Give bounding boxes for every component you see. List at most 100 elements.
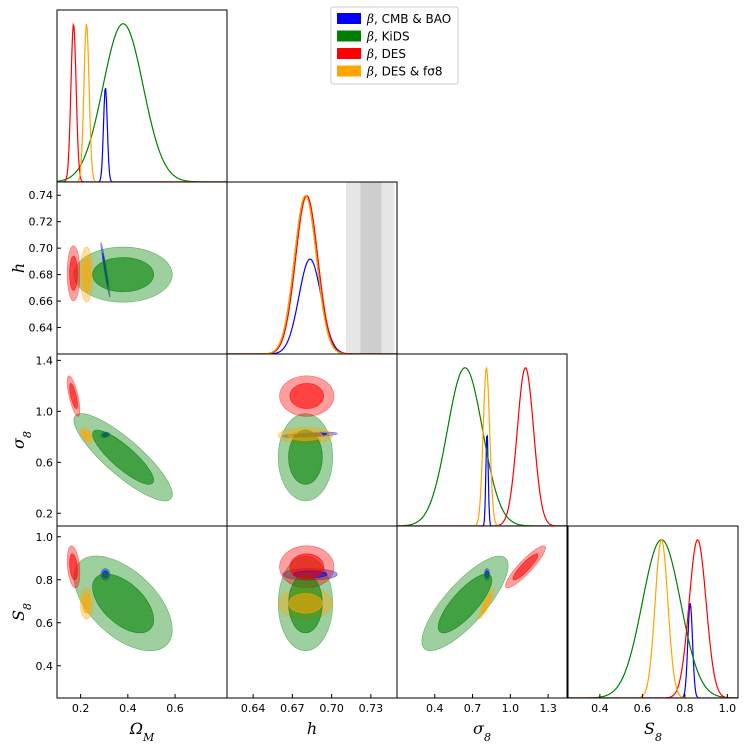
contour-68-des	[289, 383, 324, 409]
contour-68-des-f-8	[288, 430, 323, 441]
x-tick-label: 0.4	[119, 702, 137, 715]
contour-68-des	[69, 255, 78, 291]
y-tick-label: 1.0	[36, 405, 54, 418]
pdf-curve-des-s8	[397, 367, 567, 526]
legend-swatch	[337, 48, 361, 59]
legend-swatch	[337, 13, 361, 24]
contour-68-kids	[437, 573, 493, 634]
pdf-curve-des-om	[57, 22, 227, 182]
y-tick-label: 0.4	[36, 660, 54, 673]
panels-layer: 0.640.660.680.700.720.74h0.20.61.01.4σ80…	[9, 9, 739, 744]
pdf-curve-kids-om	[57, 23, 227, 182]
x-tick-label: 0.70	[319, 702, 344, 715]
contour-68-des	[69, 383, 78, 409]
x-tick-label: 1.0	[719, 702, 737, 715]
pdf-curve-des-f-8-s8	[397, 365, 567, 526]
legend-swatch	[337, 30, 361, 42]
y-tick-label: 0.72	[29, 216, 54, 229]
panel-S8-vs-h: 0.64 0.67 0.70 0.73 h	[226, 525, 398, 738]
contour-68-des	[512, 553, 539, 581]
y-tick-label: 0.6	[36, 456, 54, 469]
contour-68-des-f-8	[288, 593, 323, 614]
legend-label-0: β, CMB & BAO	[366, 12, 451, 26]
contour-68-kids	[92, 257, 154, 293]
x-tick-label: 0.64	[241, 702, 266, 715]
y-tick-label: 1.0	[36, 531, 54, 544]
panel-s8-vs-om: 0.2 0.6 1.0 1.4 σ8	[9, 353, 228, 527]
y-tick-label: 0.70	[29, 242, 54, 255]
pdf-curve-cmb-bao-S8	[568, 603, 738, 698]
contour-68-kids	[288, 429, 323, 485]
y-tick-label: 0.2	[36, 507, 54, 520]
pdf-curve-des-f-8-S8	[568, 538, 738, 698]
x-tick-label: 0.2	[72, 702, 90, 715]
x-tick-label: 0.6	[634, 702, 652, 715]
x-axis-label-om: ΩM	[129, 719, 155, 744]
panel-S8-vs-s8: 0.4 0.7 1.0 1.3 σ8	[396, 525, 568, 744]
contour-68-des-f-8	[82, 430, 91, 441]
legend-swatch	[337, 65, 361, 77]
y-axis-label-s8: σ8	[9, 431, 34, 449]
panel-content	[421, 545, 546, 652]
panel-frame	[56, 9, 228, 183]
panel-S8-vs-S8: 0.4 0.6 0.8 1.0 S8	[567, 525, 739, 744]
contour-68-des-f-8	[82, 593, 91, 614]
y-tick-label: 0.68	[29, 269, 54, 282]
x-axis-label-S8: S8	[644, 719, 662, 744]
x-tick-label: 0.4	[591, 702, 609, 715]
pdf-curve-kids-S8	[568, 539, 738, 698]
panel-h-vs-om: 0.64 0.66 0.68 0.70 0.72 0.74 h	[9, 181, 228, 355]
panel-content	[66, 545, 173, 652]
contour-68-des	[289, 553, 324, 581]
y-axis-label-h: h	[9, 263, 28, 273]
y-tick-label: 0.66	[29, 295, 54, 308]
pdf-curve-des-S8	[568, 539, 738, 698]
contour-68-des	[69, 553, 78, 581]
prior-band-inner	[360, 182, 382, 354]
panel-h-vs-h	[226, 181, 398, 355]
panel-content	[66, 375, 173, 502]
y-tick-label: 0.64	[29, 322, 54, 335]
x-tick-label: 0.6	[166, 702, 184, 715]
contour-68-des-f-8	[82, 257, 91, 293]
legend-box	[330, 6, 459, 85]
panel-content	[277, 545, 338, 652]
panel-s8-vs-h	[226, 353, 398, 527]
x-tick-label: 0.8	[676, 702, 694, 715]
panel-s8-vs-s8	[396, 353, 568, 527]
y-tick-label: 1.4	[36, 354, 54, 367]
y-tick-label: 0.6	[36, 617, 54, 630]
x-tick-label: 1.0	[502, 702, 520, 715]
panel-frame	[396, 525, 568, 699]
x-axis-label-h: h	[307, 719, 317, 738]
contour-68-des-f-8	[481, 593, 492, 614]
panel-content	[66, 242, 173, 303]
x-tick-label: 1.3	[539, 702, 557, 715]
y-tick-label: 0.74	[29, 189, 54, 202]
legend-label-2: β, DES	[366, 47, 406, 61]
legend: β, CMB & BAO β, KiDS β, DES β, DES & fσ8	[330, 6, 459, 85]
panel-content	[277, 375, 338, 502]
panel-om-vs-om	[56, 9, 228, 183]
legend-label-3: β, DES & fσ8	[366, 65, 442, 79]
legend-label-1: β, KiDS	[366, 30, 410, 44]
panel-content	[397, 365, 567, 526]
pdf-curve-cmb-bao-h	[227, 258, 397, 354]
panel-S8-vs-om: 0.2 0.4 0.6 ΩM 0.4 0.6 0.8 1.0 S8	[9, 525, 228, 744]
panel-content	[57, 22, 227, 182]
contour-68-kids	[92, 573, 154, 634]
contour-68-kids	[92, 429, 154, 485]
x-tick-label: 0.7	[464, 702, 482, 715]
x-tick-label: 0.4	[426, 702, 444, 715]
x-axis-label-s8: σ8	[473, 719, 491, 744]
x-tick-label: 0.73	[359, 702, 384, 715]
panel-frame	[567, 525, 739, 699]
y-tick-label: 0.8	[36, 574, 54, 587]
panel-content	[568, 538, 738, 698]
y-axis-label-S8: S8	[9, 603, 34, 621]
pdf-curve-des-f-8-om	[57, 23, 227, 182]
pdf-curve-des-h	[227, 195, 397, 354]
x-tick-label: 0.67	[280, 702, 305, 715]
panel-content	[227, 182, 397, 354]
